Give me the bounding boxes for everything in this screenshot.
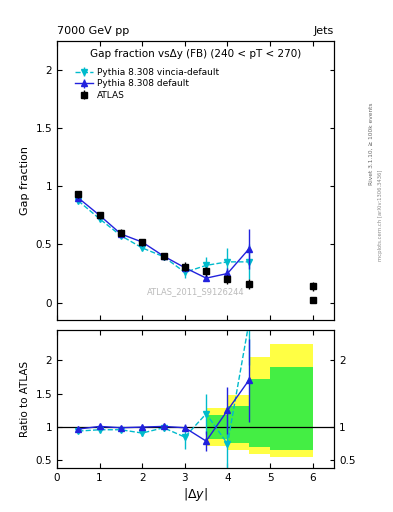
X-axis label: |$\Delta y$|: |$\Delta y$| (183, 486, 208, 503)
Text: Rivet 3.1.10, ≥ 100k events: Rivet 3.1.10, ≥ 100k events (369, 102, 374, 185)
Text: Gap fraction vsΔy (FB) (240 < pT < 270): Gap fraction vsΔy (FB) (240 < pT < 270) (90, 49, 301, 59)
Y-axis label: Ratio to ATLAS: Ratio to ATLAS (20, 361, 30, 437)
Y-axis label: Gap fraction: Gap fraction (20, 146, 30, 215)
Text: ATLAS_2011_S9126244: ATLAS_2011_S9126244 (147, 288, 244, 296)
Text: 7000 GeV pp: 7000 GeV pp (57, 26, 129, 36)
Text: Jets: Jets (314, 26, 334, 36)
Legend: Pythia 8.308 vincia-default, Pythia 8.308 default, ATLAS: Pythia 8.308 vincia-default, Pythia 8.30… (73, 65, 222, 103)
Text: mcplots.cern.ch [arXiv:1306.3436]: mcplots.cern.ch [arXiv:1306.3436] (378, 169, 383, 261)
